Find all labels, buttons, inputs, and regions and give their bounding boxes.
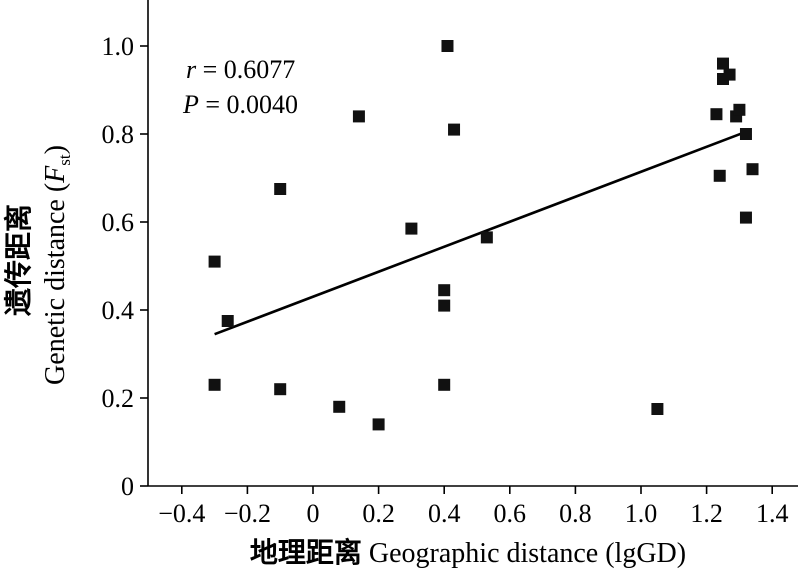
x-tick-label: −0.4 bbox=[158, 499, 205, 528]
data-point bbox=[438, 378, 451, 391]
data-point bbox=[372, 418, 385, 431]
data-points bbox=[208, 40, 759, 431]
data-point bbox=[723, 68, 736, 81]
correlation-annotation: r = 0.6077 bbox=[186, 55, 295, 84]
x-tick-label: 1.4 bbox=[756, 499, 789, 528]
x-tick-label: −0.2 bbox=[224, 499, 271, 528]
y-ticks: 0 0.2 0.4 0.6 0.8 1.0 bbox=[102, 32, 148, 501]
x-ticks: −0.4 −0.2 0 0.2 0.4 0.6 0.8 1.0 1.2 1.4 bbox=[158, 486, 788, 528]
data-point bbox=[438, 299, 451, 312]
y-axis-title-en: Genetic distance (Fst) bbox=[40, 145, 74, 385]
x-axis-title: 地理距离 Geographic distance (lgGD) bbox=[250, 536, 686, 569]
data-point bbox=[739, 128, 752, 140]
data-point bbox=[274, 183, 287, 195]
plot-area: −0.4 −0.2 0 0.2 0.4 0.6 0.8 1.0 1.2 1.4 0 0.2 0.4 0.… bbox=[102, 0, 798, 528]
x-tick-label: 0.4 bbox=[428, 499, 461, 528]
data-point bbox=[208, 378, 221, 391]
data-point bbox=[438, 284, 451, 297]
p-symbol: P bbox=[182, 90, 199, 119]
r-value: = 0.6077 bbox=[196, 55, 295, 84]
y-tick-label: 0 bbox=[121, 472, 134, 501]
y-axis-title-suffix: ) bbox=[40, 145, 71, 154]
data-point bbox=[710, 108, 723, 121]
y-axis-title-cn: 遗传距离 bbox=[2, 204, 35, 316]
data-point bbox=[733, 103, 746, 116]
x-tick-label: 0 bbox=[307, 499, 320, 528]
r-symbol: r bbox=[186, 55, 197, 84]
y-axis-title-prefix: Genetic distance ( bbox=[40, 183, 71, 385]
data-point bbox=[746, 163, 759, 176]
data-point bbox=[208, 255, 221, 268]
x-axis-title-en bbox=[362, 538, 369, 569]
data-point bbox=[448, 123, 461, 136]
data-point bbox=[713, 169, 726, 182]
x-tick-label: 0.8 bbox=[559, 499, 592, 528]
x-axis-title-en-text: Geographic distance (lgGD) bbox=[369, 538, 686, 569]
x-axis-title-cn: 地理距离 bbox=[250, 536, 362, 569]
y-tick-label: 0.6 bbox=[102, 208, 135, 237]
p-value-annotation: P = 0.0040 bbox=[182, 90, 298, 119]
data-point bbox=[651, 403, 664, 415]
data-point bbox=[352, 110, 365, 123]
data-point bbox=[221, 315, 234, 327]
y-axis-title-symbol: F bbox=[40, 165, 71, 184]
data-point bbox=[405, 222, 418, 235]
x-tick-label: 1.2 bbox=[690, 499, 723, 528]
y-tick-label: 0.4 bbox=[102, 296, 135, 325]
data-point bbox=[717, 57, 729, 70]
data-point bbox=[480, 231, 493, 244]
p-value: = 0.0040 bbox=[199, 90, 298, 119]
data-point bbox=[274, 383, 287, 396]
data-point bbox=[333, 400, 346, 413]
data-point bbox=[739, 211, 752, 224]
y-tick-label: 0.8 bbox=[102, 120, 135, 149]
x-tick-label: 0.2 bbox=[362, 499, 395, 528]
y-tick-label: 1.0 bbox=[102, 32, 135, 61]
y-tick-label: 0.2 bbox=[102, 384, 135, 413]
x-tick-label: 0.6 bbox=[494, 499, 527, 528]
x-tick-label: 1.0 bbox=[625, 499, 658, 528]
regression-line bbox=[214, 130, 747, 336]
data-point bbox=[441, 40, 454, 52]
y-axis-title-subscript: st bbox=[55, 154, 74, 166]
